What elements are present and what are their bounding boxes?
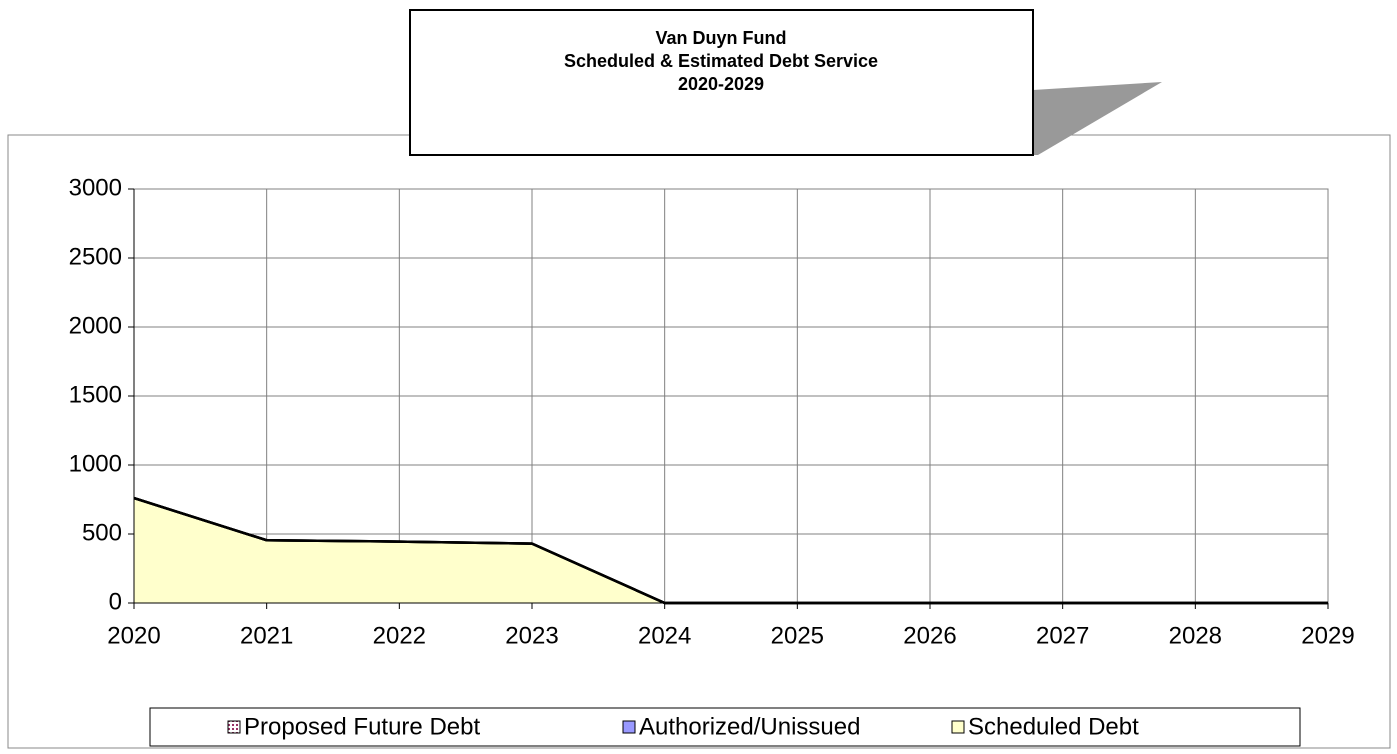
y-tick-label: 3000 [69, 174, 122, 201]
x-tick-label: 2021 [240, 622, 293, 649]
y-tick-label: 1000 [69, 450, 122, 477]
x-tick-label: 2029 [1301, 622, 1354, 649]
legend-swatch [622, 720, 636, 734]
y-tick-label: 500 [82, 519, 122, 546]
x-tick-label: 2024 [638, 622, 691, 649]
legend-swatch [227, 720, 241, 734]
legend-box [149, 707, 1301, 747]
chart-title: 2020-2029 [678, 74, 764, 94]
x-tick-label: 2022 [373, 622, 426, 649]
x-tick-label: 2020 [107, 622, 160, 649]
x-tick-label: 2026 [903, 622, 956, 649]
legend-label: Proposed Future Debt [244, 713, 480, 740]
area [134, 498, 1328, 603]
chart-title: Van Duyn Fund [655, 28, 786, 48]
y-tick-label: 2500 [69, 243, 122, 270]
x-tick-label: 2025 [771, 622, 824, 649]
y-tick-label: 1500 [69, 381, 122, 408]
chart-title: Scheduled & Estimated Debt Service [564, 51, 878, 71]
x-tick-label: 2023 [505, 622, 558, 649]
legend-swatch [951, 720, 965, 734]
y-tick-label: 2000 [69, 312, 122, 339]
legend-label: Authorized/Unissued [639, 713, 860, 740]
x-tick-label: 2028 [1169, 622, 1222, 649]
title-box [409, 9, 1034, 156]
legend-label: Scheduled Debt [968, 713, 1139, 740]
title-shadow [1033, 82, 1162, 155]
x-tick-label: 2027 [1036, 622, 1089, 649]
y-tick-label: 0 [109, 588, 122, 615]
